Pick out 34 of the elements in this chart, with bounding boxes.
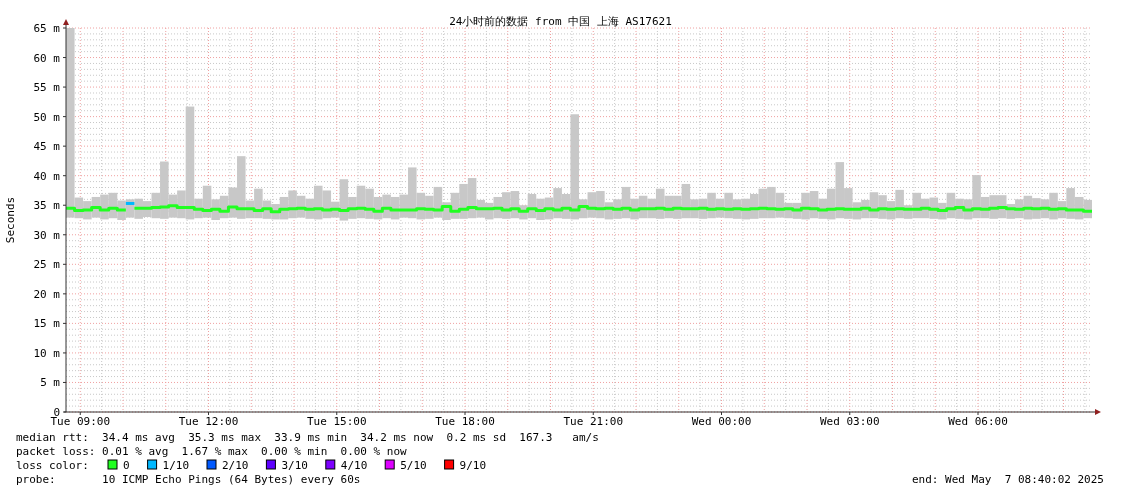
x-tick-label: Wed 03:00	[819, 415, 880, 428]
y-tick-label: 15 m	[33, 317, 61, 331]
text: end: Wed May 7 08:40:02 2025	[911, 473, 1104, 486]
y-tick-label: 35 m	[33, 199, 61, 213]
legend-label: 3/10	[281, 459, 308, 472]
y-tick-label: 10 m	[33, 346, 61, 360]
y-tick-label: 5 m	[40, 376, 61, 390]
x-tick-label: Tue 18:00	[435, 415, 495, 428]
y-tick-label: 65 m	[33, 22, 61, 35]
legend-label: 2/10	[222, 459, 249, 472]
text: packet loss: 0.01 % avg 1.67 % max 0.00 % min 0.00 % now	[16, 445, 408, 458]
x-tick-label: Tue 15:00	[306, 415, 367, 428]
x-tick-label: Wed 06:00	[948, 415, 1008, 428]
x-tick-label: Wed 00:00	[691, 415, 752, 428]
legend-label: 9/10	[459, 459, 487, 472]
x-tick-label: Tue 12:00	[178, 415, 239, 428]
legend-label: 0	[123, 459, 130, 472]
y-tick-label: 25 m	[33, 258, 61, 272]
legend-label: 5/10	[400, 459, 427, 472]
y-tick-label: 50 m	[33, 110, 61, 124]
legend-label: 4/10	[340, 459, 368, 472]
y-axis-title: Seconds	[4, 196, 17, 244]
y-tick-label: 30 m	[33, 228, 61, 242]
legend-label: 1/10	[162, 459, 190, 472]
text: median rtt: 34.4 ms avg 35.3 ms max 33.9 ms min 34.2 ms now 0.2 ms sd 167.3 am/s	[16, 431, 599, 444]
legend-title: loss color:	[16, 459, 89, 472]
y-tick-label: 55 m	[33, 81, 61, 95]
text: probe: 10 ICMP Echo Pings (64 Bytes) every 60s	[16, 473, 361, 486]
chart-title: 24小时前的数据 from 中国 上海 AS17621	[449, 15, 672, 28]
y-tick-label: 40 m	[33, 169, 61, 183]
y-tick-label: 60 m	[33, 51, 61, 65]
x-tick-label: Tue 21:00	[563, 415, 624, 428]
y-tick-label: 45 m	[33, 140, 61, 154]
y-tick-label: 20 m	[33, 287, 61, 301]
